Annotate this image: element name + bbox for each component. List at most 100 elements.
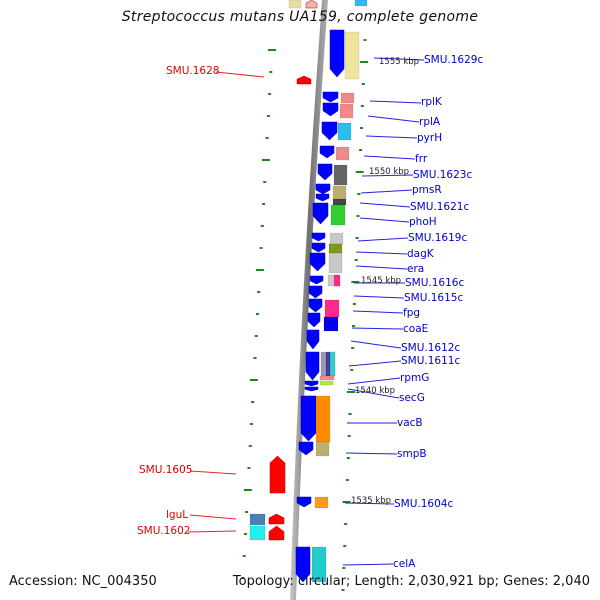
gene-label-dagK[interactable]: dagK bbox=[407, 248, 434, 260]
right-tick-mark bbox=[360, 105, 364, 107]
gene-label-SMU.1619c[interactable]: SMU.1619c bbox=[408, 232, 468, 244]
reverse-leader-line bbox=[189, 470, 237, 475]
gene-label-vacB[interactable]: vacB bbox=[397, 417, 423, 429]
left-tick-mark bbox=[247, 467, 251, 469]
gene-label-lguL[interactable]: lguL bbox=[166, 509, 189, 521]
gene-label-rplK[interactable]: rplK bbox=[421, 96, 442, 108]
reverse-leader-line bbox=[215, 71, 265, 78]
feature-box-SMU1602 bbox=[249, 525, 266, 541]
feature-box bbox=[328, 252, 343, 274]
feature-box bbox=[329, 232, 344, 245]
right-tick-mark bbox=[360, 61, 369, 63]
gene-label-coaE[interactable]: coaE bbox=[403, 323, 429, 335]
forward-cds-arrow bbox=[304, 380, 319, 387]
left-tick-mark bbox=[263, 181, 267, 183]
feature-box bbox=[333, 164, 348, 186]
gene-label-SMU.1628[interactable]: SMU.1628 bbox=[166, 65, 220, 77]
label-leader-lines bbox=[187, 57, 425, 566]
forward-cds-arrow bbox=[298, 441, 314, 456]
gene-label-phoH[interactable]: phoH bbox=[409, 216, 437, 228]
left-tick-mark bbox=[254, 335, 258, 337]
reverse-cds-arrow bbox=[305, 0, 318, 9]
reverse-leader-line bbox=[187, 530, 237, 533]
forward-cds-arrow bbox=[322, 102, 339, 117]
reverse-cds-arrow bbox=[268, 525, 285, 541]
forward-leader-line bbox=[342, 563, 394, 566]
forward-leader-line bbox=[360, 189, 413, 194]
right-tick-mark bbox=[361, 83, 365, 85]
gene-label-frr[interactable]: frr bbox=[415, 153, 428, 165]
forward-leader-line bbox=[373, 57, 425, 61]
left-tick-mark bbox=[268, 49, 276, 51]
left-tick-mark bbox=[248, 445, 252, 447]
feature-box bbox=[319, 380, 334, 386]
gene-label-SMU.1615c[interactable]: SMU.1615c bbox=[404, 292, 464, 304]
left-tick-mark bbox=[268, 93, 272, 95]
gene-label-celA[interactable]: celA bbox=[393, 558, 416, 570]
left-tick-mark bbox=[255, 313, 259, 315]
right-tick-mark bbox=[350, 369, 354, 371]
gene-label-SMU.1621c[interactable]: SMU.1621c bbox=[410, 201, 470, 213]
gene-label-SMU.1616c[interactable]: SMU.1616c bbox=[405, 277, 465, 289]
forward-cds-arrow bbox=[322, 91, 339, 103]
reverse-cds-arrow bbox=[268, 513, 285, 525]
left-tick-mark bbox=[261, 159, 270, 161]
gene-label-SMU.1623c[interactable]: SMU.1623c bbox=[413, 169, 473, 181]
left-tick-mark bbox=[253, 357, 257, 359]
forward-leader-line bbox=[359, 202, 411, 208]
gene-label-secG[interactable]: secG bbox=[399, 392, 425, 404]
right-tick-mark bbox=[341, 589, 345, 591]
gene-label-pmsR[interactable]: pmsR bbox=[412, 184, 442, 196]
right-tick-mark bbox=[342, 567, 346, 569]
gene-label-SMU.1612c[interactable]: SMU.1612c bbox=[401, 342, 461, 354]
gene-label-SMU.1605[interactable]: SMU.1605 bbox=[139, 464, 193, 476]
left-tick-mark bbox=[260, 225, 264, 227]
feature-box bbox=[340, 92, 355, 104]
left-tick-mark bbox=[245, 511, 249, 513]
feature-box-lguL bbox=[249, 513, 266, 526]
forward-cds-arrow bbox=[300, 395, 317, 442]
right-tick-mark bbox=[346, 391, 355, 393]
right-tick-mark bbox=[359, 149, 363, 151]
tick-marks bbox=[241, 39, 369, 591]
forward-leader-line bbox=[350, 340, 402, 349]
right-tick-mark bbox=[351, 347, 355, 349]
forward-leader-line bbox=[355, 251, 408, 255]
gene-label-smpB[interactable]: smpB bbox=[397, 448, 427, 460]
forward-leader-line bbox=[359, 217, 410, 223]
scale-marker-1540kbp: 1540 kbp bbox=[355, 386, 396, 396]
forward-cds-arrow bbox=[311, 242, 326, 253]
left-tick-mark bbox=[257, 291, 261, 293]
feature-box bbox=[315, 395, 331, 443]
left-tick-mark bbox=[243, 533, 247, 535]
forward-cds-arrow bbox=[317, 163, 333, 181]
forward-leader-line bbox=[353, 295, 405, 299]
gene-label-rpmG[interactable]: rpmG bbox=[400, 372, 430, 384]
forward-leader-line bbox=[355, 265, 408, 270]
feature-box bbox=[323, 316, 339, 332]
forward-cds-arrow bbox=[315, 183, 331, 195]
right-tick-mark bbox=[345, 479, 349, 481]
gene-label-SMU.1611c[interactable]: SMU.1611c bbox=[401, 355, 461, 367]
gene-label-fpg[interactable]: fpg bbox=[403, 307, 421, 319]
gene-label-rplA[interactable]: rplA bbox=[419, 116, 441, 128]
left-tick-mark bbox=[259, 247, 263, 249]
feature-box bbox=[319, 375, 335, 381]
forward-leader-line bbox=[347, 377, 401, 385]
feature-box bbox=[354, 0, 368, 7]
gene-label-SMU.1629c[interactable]: SMU.1629c bbox=[424, 54, 484, 66]
gene-label-pyrH[interactable]: pyrH bbox=[417, 132, 443, 144]
forward-leader-line bbox=[344, 502, 395, 505]
genome-title: Streptococcus mutans UA159, complete gen… bbox=[121, 9, 479, 25]
forward-cds-arrow bbox=[304, 386, 319, 392]
forward-leader-line bbox=[363, 155, 416, 160]
right-tick-mark bbox=[352, 303, 356, 305]
gene-label-era[interactable]: era bbox=[407, 263, 425, 275]
gene-label-SMU.1602[interactable]: SMU.1602 bbox=[137, 525, 191, 537]
feature-box bbox=[329, 351, 336, 377]
left-tick-mark bbox=[269, 71, 273, 73]
gene-label-SMU.1604c[interactable]: SMU.1604c bbox=[394, 498, 454, 510]
forward-cds-arrow bbox=[309, 275, 324, 285]
forward-leader-line bbox=[347, 388, 400, 399]
